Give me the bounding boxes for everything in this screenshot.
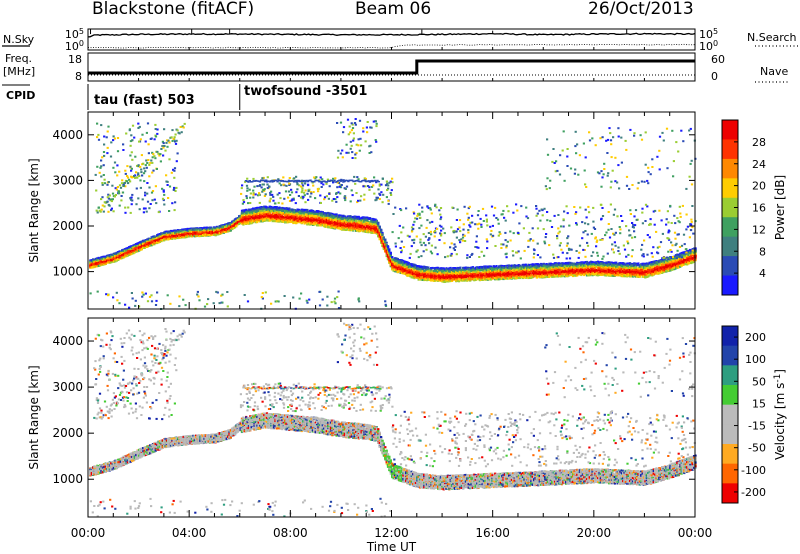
nave-tick-label: 0 bbox=[711, 70, 718, 83]
freq-series-line bbox=[88, 61, 695, 73]
power-heatmap bbox=[89, 118, 696, 310]
nsky-series-line bbox=[88, 33, 695, 37]
nave-tick-label: 60 bbox=[711, 53, 725, 66]
nsearch-tick-label: 100 bbox=[699, 39, 718, 53]
echo-cell bbox=[235, 225, 237, 227]
freq-tick-label: 8 bbox=[75, 70, 82, 83]
nsky-tick-label: 100 bbox=[65, 39, 84, 53]
nsky-panel-frame bbox=[88, 29, 695, 50]
freq-tick-label: 18 bbox=[68, 53, 82, 66]
freq-panel-frame bbox=[88, 53, 695, 81]
